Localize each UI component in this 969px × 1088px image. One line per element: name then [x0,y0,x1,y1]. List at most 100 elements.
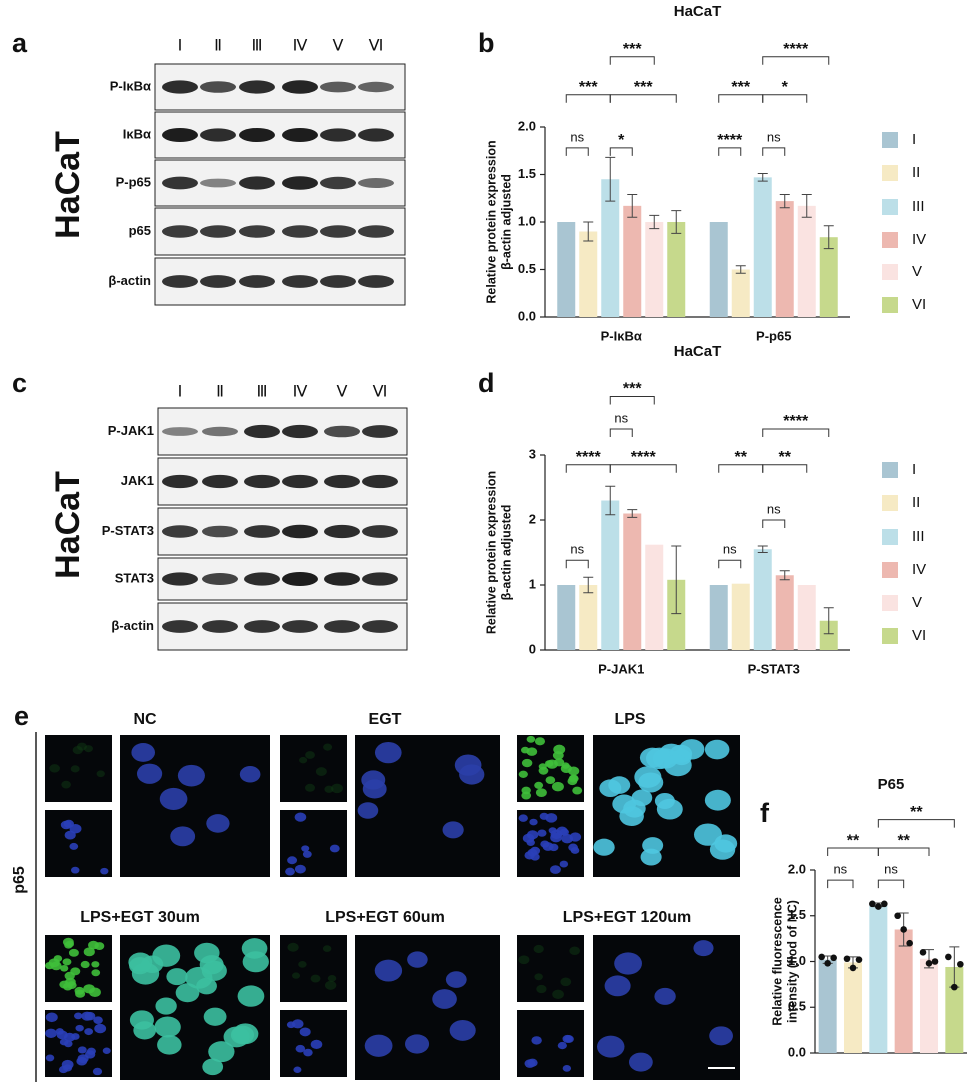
significance-bracket [762,147,786,156]
nucleus [298,961,307,968]
y-tick-label: 0.5 [788,999,806,1014]
row-label: P-IκBα [110,78,151,93]
nucleus [84,1028,93,1036]
significance-label: **** [783,41,809,58]
nucleus [534,973,543,981]
nucleus [324,980,337,990]
bar [844,962,862,1053]
band [162,176,198,190]
significance-bracket [762,519,786,528]
error-bar [757,545,768,553]
significance-bracket [565,147,589,156]
nucleus [295,1044,306,1053]
condition-label: EGT [369,711,402,728]
lane-label: Ⅴ [333,38,344,55]
nucleus [241,938,268,959]
band [358,275,394,288]
band [162,525,198,538]
nucleus [531,1036,542,1045]
band [282,80,318,94]
nucleus [76,1056,88,1066]
nucleus [230,1025,255,1045]
significance-label: ns [884,862,898,877]
nucleus [202,1058,224,1076]
nucleus [74,986,85,995]
y-tick-label: 0.0 [788,1044,806,1059]
micrograph [517,935,584,1002]
bar [645,222,664,317]
legend-swatch [882,562,898,578]
nucleus [166,968,188,986]
nucleus [292,972,301,979]
nucleus [518,814,528,822]
nucleus [557,1041,567,1050]
bar [579,231,598,317]
band [282,176,318,190]
band [202,474,238,489]
band [324,425,360,438]
data-point [894,912,901,920]
band [362,425,398,438]
nucleus [569,946,581,956]
legend-label: VI [912,296,926,313]
significance-label: ns [723,542,737,557]
nucleus [572,786,583,795]
significance-label: ns [833,862,847,877]
band [282,620,318,633]
nucleus [322,945,332,952]
nucleus [59,980,70,989]
nucleus [554,758,565,767]
nucleus [678,739,705,760]
nucleus [560,977,572,987]
nucleus [64,1040,73,1048]
significance-label: **** [783,413,809,430]
nucleus [175,983,200,1003]
bar [667,579,686,650]
nucleus [454,754,482,776]
x-tick-label: P-JAK1 [598,661,644,676]
data-point [906,939,913,947]
bar [557,222,576,317]
bar [731,583,750,650]
significance-label: *** [579,79,598,96]
nucleus [305,783,316,792]
nucleus [131,962,160,985]
band [282,128,318,142]
band [320,81,356,93]
lane-label: Ⅲ [251,38,262,55]
nucleus [80,960,90,969]
nucleus [45,961,55,970]
nucleus [619,806,644,826]
panel-label: e [14,701,29,731]
significance-label: *** [623,41,642,58]
nucleus [56,1030,68,1040]
band [162,572,198,586]
nucleus [442,821,464,839]
nucleus [239,766,261,783]
nucleus [329,844,340,853]
nucleus [518,955,530,965]
band [202,426,238,437]
significance-bracket [877,879,905,889]
y-tick-label: 0.0 [518,308,536,323]
legend-swatch [882,232,898,248]
condition-label: NC [133,711,157,728]
nucleus [237,985,265,1007]
significance-bracket [718,147,742,156]
significance-bracket [609,147,633,156]
nucleus [287,942,299,952]
row-label: P-STAT3 [102,523,154,538]
data-point [957,960,964,968]
band [162,128,198,142]
nucleus [362,779,387,799]
band [202,620,238,633]
nucleus [74,1012,83,1020]
micrograph [280,810,347,877]
nucleus [131,743,156,762]
row-label: IκBα [123,126,151,141]
nucleus [75,1024,84,1032]
significance-label: **** [631,449,657,466]
legend-swatch [882,595,898,611]
legend-swatch [882,199,898,215]
band [324,620,360,633]
